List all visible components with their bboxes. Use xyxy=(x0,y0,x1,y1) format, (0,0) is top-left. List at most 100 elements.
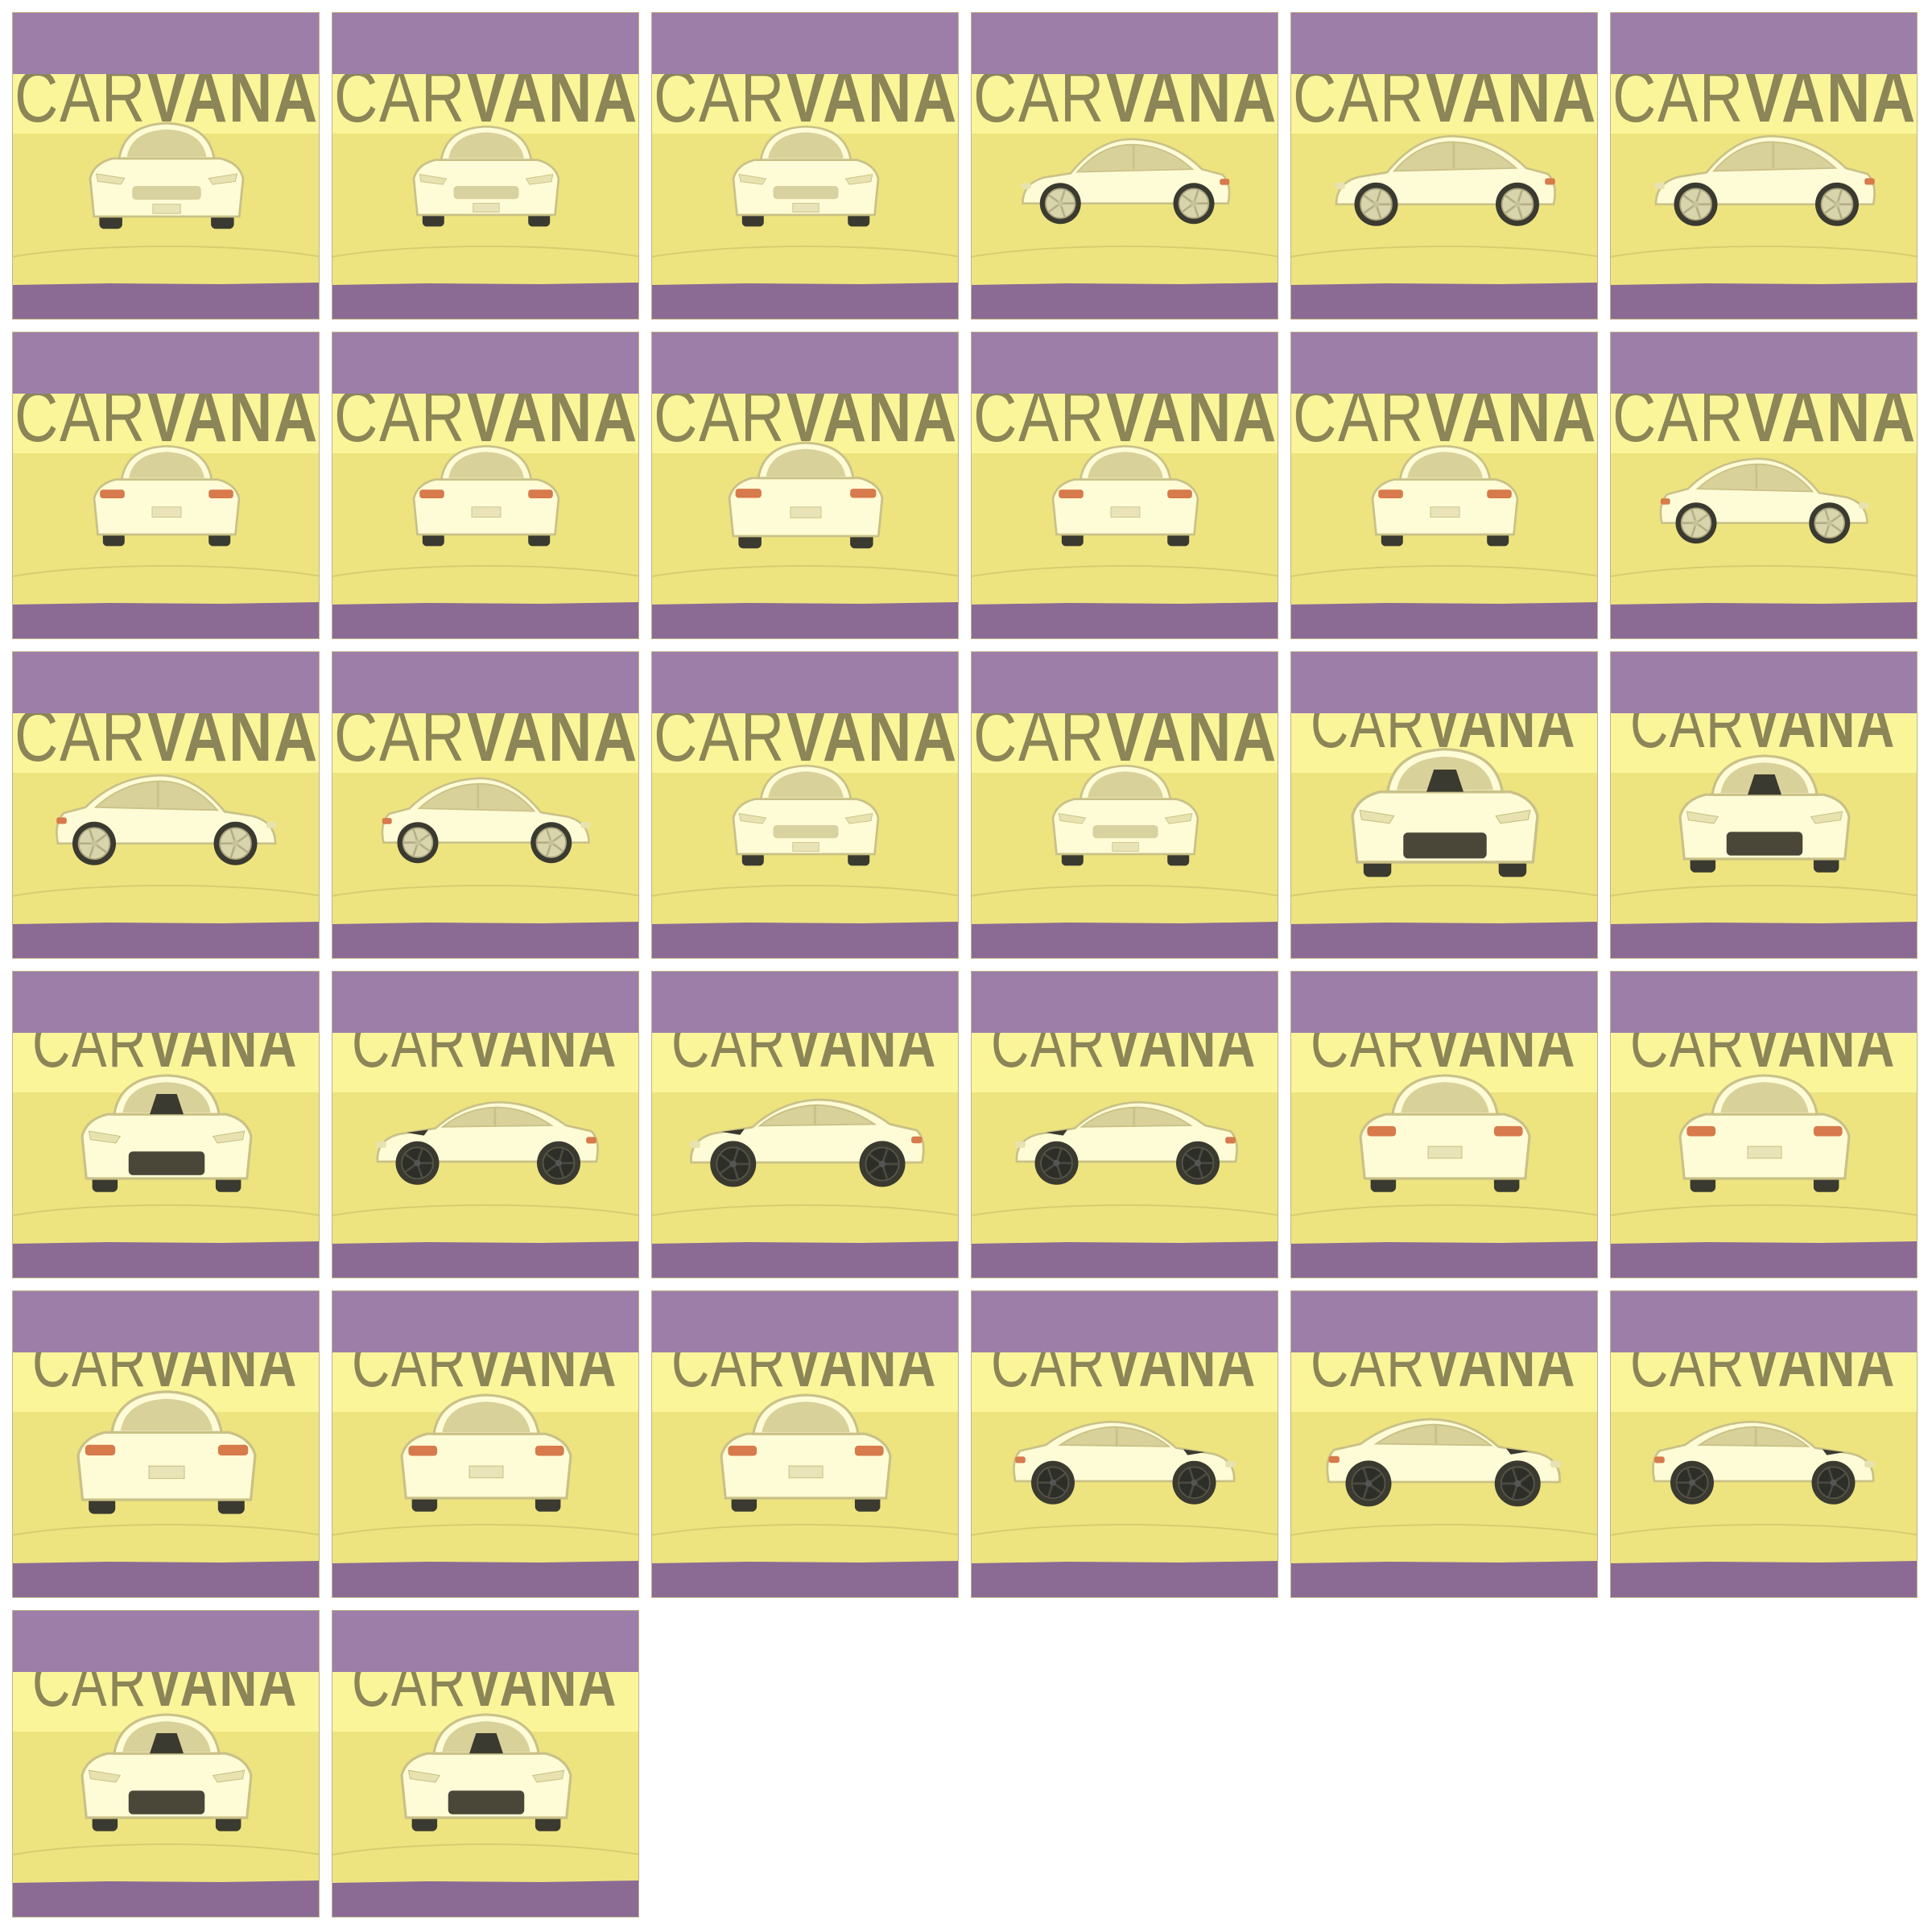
car-photo-tile: CARVANA xyxy=(651,651,959,959)
mask-top-band xyxy=(652,972,958,1033)
wheel xyxy=(1675,502,1717,544)
headlight xyxy=(1335,182,1345,189)
mask-bottom-band xyxy=(332,602,638,638)
mask-bottom-band xyxy=(1611,1561,1917,1597)
headlight xyxy=(1859,502,1869,509)
license-plate xyxy=(792,842,819,852)
tail-light xyxy=(586,1137,597,1144)
car-body xyxy=(80,1752,253,1819)
car-photo: CARVANA xyxy=(652,652,958,958)
mazda6-car xyxy=(732,764,880,866)
mask-bottom-band xyxy=(13,602,319,638)
camaro-car xyxy=(400,1713,572,1831)
car-photo: CARVANA xyxy=(13,652,319,958)
tail-light xyxy=(1493,1125,1523,1137)
car-windows xyxy=(1058,1426,1171,1447)
car-photo-tile: CARVANA xyxy=(12,1610,320,1918)
hood-vent xyxy=(469,1733,503,1754)
car-photo: CARVANA xyxy=(13,1291,319,1597)
car-body xyxy=(1326,1418,1561,1484)
mask-bottom-band xyxy=(972,922,1278,958)
license-plate xyxy=(1427,1146,1463,1159)
mask-bottom-band xyxy=(13,1880,319,1917)
mask-bottom-band xyxy=(332,1241,638,1278)
car-windows xyxy=(1401,1082,1489,1113)
wheel xyxy=(1670,1460,1714,1505)
tail-light xyxy=(528,489,553,498)
headlight xyxy=(525,174,554,185)
mask-top-band xyxy=(1611,1291,1917,1352)
mask-bottom-band xyxy=(1611,283,1917,319)
car-photo: CARVANA xyxy=(332,972,638,1278)
tail-light xyxy=(1487,489,1512,498)
wheel xyxy=(1031,1460,1075,1505)
mask-top-band xyxy=(13,972,319,1033)
tail-light xyxy=(1167,489,1192,498)
license-plate xyxy=(1112,842,1139,852)
license-plate xyxy=(471,506,502,518)
wheel xyxy=(710,1141,757,1187)
car-photo: CARVANA xyxy=(332,1291,638,1597)
camaro-car xyxy=(80,1713,253,1831)
mask-bottom-band xyxy=(652,922,958,958)
headlight xyxy=(95,173,126,185)
tail-light xyxy=(1545,178,1555,185)
car-windows xyxy=(768,771,844,798)
grille xyxy=(132,186,201,200)
car-photo-tile: CARVANA xyxy=(12,1290,320,1598)
camaro-car xyxy=(400,1393,572,1512)
mazda6-car xyxy=(89,122,245,229)
hood-vent xyxy=(150,1094,184,1115)
mazda6-car xyxy=(412,444,560,547)
car-windows xyxy=(129,452,204,478)
car-photo: CARVANA xyxy=(13,13,319,319)
hood-vent xyxy=(150,1733,184,1754)
car-photo-tile: CARVANA xyxy=(971,12,1278,320)
car-windows xyxy=(120,1398,213,1431)
mask-top-band xyxy=(1291,332,1597,394)
headlight xyxy=(580,822,591,828)
grille xyxy=(773,825,839,839)
mask-bottom-band xyxy=(13,1561,319,1597)
grille xyxy=(1726,832,1803,856)
headlight xyxy=(407,1769,441,1783)
mask-bottom-band xyxy=(332,1561,638,1597)
car-photo-tile: CARVANA xyxy=(332,12,639,320)
headlight xyxy=(212,1769,246,1783)
hood-vent xyxy=(1426,770,1463,792)
tail-light xyxy=(408,1445,438,1456)
mazda6-car xyxy=(56,774,277,865)
car-photo-tile: CARVANA xyxy=(1610,332,1918,639)
grille xyxy=(128,1790,205,1814)
headlight xyxy=(689,1141,700,1148)
camaro-car xyxy=(1359,1074,1531,1192)
car-photo-tile: CARVANA xyxy=(332,1610,639,1918)
car-photo: CARVANA xyxy=(1291,1291,1597,1597)
car-body xyxy=(376,1100,599,1163)
mask-top-band xyxy=(332,972,638,1033)
tail-light xyxy=(217,1444,249,1455)
car-windows xyxy=(1373,1423,1493,1447)
camaro-car xyxy=(689,1098,925,1187)
car-photo-tile: CARVANA xyxy=(651,971,959,1278)
grille xyxy=(448,1790,525,1814)
camaro-car xyxy=(1015,1100,1238,1185)
car-windows xyxy=(1712,141,1838,172)
tail-light xyxy=(1686,1125,1716,1137)
car-photo: CARVANA xyxy=(652,972,958,1278)
mask-bottom-band xyxy=(972,1561,1278,1597)
mask-top-band xyxy=(652,13,958,74)
car-photo-tile: CARVANA xyxy=(1610,1290,1918,1598)
tail-light xyxy=(1813,1125,1843,1137)
mask-bottom-band xyxy=(1291,922,1597,958)
car-windows xyxy=(1075,143,1195,173)
camaro-car xyxy=(376,1100,599,1185)
car-photo-tile: CARVANA xyxy=(971,332,1278,639)
car-photo: CARVANA xyxy=(13,332,319,638)
headlight xyxy=(1021,183,1031,189)
camaro-car xyxy=(76,1390,257,1514)
car-photo: CARVANA xyxy=(972,332,1278,638)
wheel xyxy=(537,1141,580,1185)
mask-top-band xyxy=(652,1291,958,1352)
headlight xyxy=(88,1769,122,1783)
